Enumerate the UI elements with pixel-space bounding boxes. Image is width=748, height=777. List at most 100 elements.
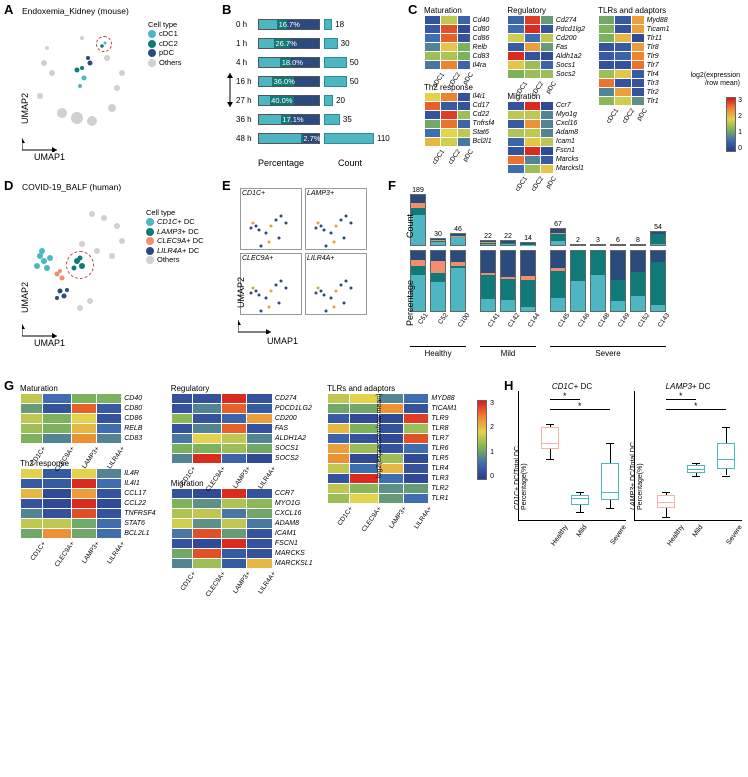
heatmap-table: Cd40Cd80Cd86RelbCd83Il4racDC1cDC2pDC [424,15,490,79]
heatmap-block: MigrationCCR7MYO1GCXCL16ADAM8ICAM1FSCN1M… [171,479,313,578]
heatmap-cell [349,454,378,464]
heatmap-cell [540,25,553,34]
boxplot-xlabel: Mild [686,521,704,541]
heatmap-cell [425,110,441,119]
heatmap-cell [171,434,193,444]
heatmap-cell [21,404,43,414]
heatmap-cell [222,518,247,528]
umap-d-x: UMAP1 [34,338,65,348]
mini-umap: LILR4A+ [305,253,367,315]
heatmap-cell [599,88,615,97]
gene-label: MYD88 [429,394,458,404]
heatmap-cell [508,110,524,119]
f-count-bar: 22 [500,233,516,246]
heatmap-cell [599,25,615,34]
boxplot-xlabel: Severe [716,521,734,541]
f-group: 222214C141C142C144Mild [480,184,536,358]
heatmap-cell [524,16,540,25]
heatmap-cell [540,119,553,128]
f-count-label: 30 [434,231,442,238]
heatmap-cell [71,394,96,404]
heatmap-cell [508,34,524,43]
heatmap-cell [71,434,96,444]
heatmap-cell [222,454,247,464]
heatmap-block: MigrationCcr7Myo1gCxcl16Adam8Icam1Fscn1M… [507,92,586,183]
f-pct-bar [630,250,646,312]
b-row: 36 h17.1%35 [236,111,390,128]
heatmap-cell [508,155,524,164]
heatmap-cell [425,92,441,101]
heatmap-cell [71,414,96,424]
gene-label: CCL22 [122,498,157,508]
heatmap-cell [425,128,441,137]
heatmap-cell [524,61,540,70]
heatmap-cell [21,488,43,498]
heatmap-cell [21,414,43,424]
heatmap-cell [71,478,96,488]
gene-label: Ticam1 [644,25,670,34]
f-pct-bar [610,250,626,312]
gene-label: Cd274 [553,16,585,25]
heatmap-cell [403,444,428,454]
heatmap-table: Cd274Pdcd1lg2Cd200FasAldh1a2Socs1Socs2cD… [507,15,586,88]
legend-item: cDC2 [148,39,182,48]
heatmap-title: TLRs and adaptors [327,384,458,393]
heatmap-cell [441,128,457,137]
heatmap-cell [508,25,524,34]
boxplot-xlabel: Severe [600,521,618,541]
heatmap-cell [193,518,222,528]
heatmap-block: RegulatoryCd274Pdcd1lg2Cd200FasAldh1a2So… [507,6,586,88]
gene-label: FSCN1 [272,538,312,548]
heatmap-cell [441,52,457,61]
sig-star: * [578,401,582,411]
heatmap-cell [615,61,631,70]
heatmap-cell [457,137,470,146]
heatmap-cell [425,61,441,70]
f-count-bar: 2 [570,237,586,246]
heatmap-cell [540,61,553,70]
f-sample-label: C142 [500,312,516,334]
gene-label: TLR1 [429,494,458,504]
heatmap-cell [328,404,350,414]
heatmap-cell [524,43,540,52]
heatmap-cell [403,454,428,464]
f-count-label: 8 [636,237,640,244]
b-count-label: 50 [350,58,359,67]
heatmap-cell [247,414,272,424]
heatmap-cell [193,548,222,558]
heatmap-cell [193,404,222,414]
heatmap-cell [21,498,43,508]
heatmap-cell [171,528,193,538]
panel-d-legend: Cell type CD1C+ DCLAMP3+ DCCLEC9A+ DCLIL… [146,208,203,264]
gene-label: TICAM1 [429,404,458,414]
heatmap-cell [425,34,441,43]
heatmap-cell [508,128,524,137]
heatmap-cell [524,52,540,61]
heatmap-cell [631,97,644,106]
heatmap-table: CD274PDCD1LG2CD200FASALDH1A2SOCS1SOCS2CD… [171,393,313,473]
gene-label: Marcks [553,155,584,164]
heatmap-cell [247,498,272,508]
gene-label: CXCL16 [272,508,312,518]
mini-umap-title: LILR4A+ [306,254,366,263]
heatmap-cell [96,424,121,434]
f-sample-label: C144 [520,312,536,334]
heatmap-cell [631,34,644,43]
heatmap-cell [21,518,43,528]
dashed-circle-d [66,251,94,279]
b-row: 1 h26.7%30 [236,35,390,52]
heatmap-cell [96,498,121,508]
heatmap-cell [21,424,43,434]
gene-label: Cd17 [470,101,495,110]
legend-item: Others [148,58,182,67]
gene-label: CCR7 [272,488,312,498]
gene-label: IL4I1 [122,478,157,488]
heatmap-cell [631,16,644,25]
heatmap-cell [328,394,350,404]
heatmap-cell [247,488,272,498]
b-pct-label: 17.1% [282,115,303,124]
heatmap-cell [540,43,553,52]
gene-label: MYO1G [272,498,312,508]
heatmap-cell [222,414,247,424]
heatmap-cell [222,498,247,508]
